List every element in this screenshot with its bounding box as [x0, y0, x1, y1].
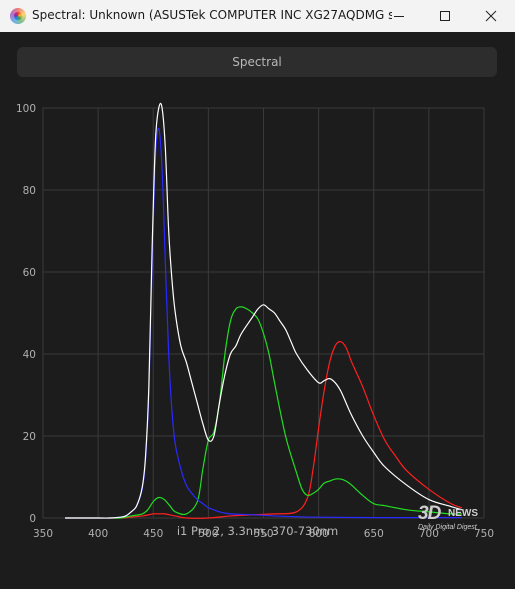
x-tick-label: 350: [33, 528, 53, 540]
green-spectrum-line: [65, 306, 462, 519]
red-spectrum-line: [65, 341, 463, 519]
maximize-button[interactable]: [422, 0, 468, 32]
minimize-icon: [394, 16, 404, 17]
y-tick-label: 60: [23, 267, 36, 279]
close-icon: [485, 10, 497, 22]
minimize-button[interactable]: [376, 0, 422, 32]
white-spectrum-line: [65, 102, 463, 519]
x-tick-label: 400: [88, 528, 108, 540]
spectral-label: Spectral: [232, 55, 282, 69]
spectral-mode-bar[interactable]: Spectral: [17, 47, 497, 77]
instrument-caption: i1 Pro 2, 3.3nm, 370-730nm: [176, 524, 339, 538]
x-tick-label: 650: [364, 528, 384, 540]
x-tick-label: 750: [474, 528, 494, 540]
x-tick-label: 700: [419, 528, 439, 540]
y-tick-label: 20: [23, 431, 36, 443]
title-bar: Spectral: Unknown (ASUSTek COMPUTER INC …: [0, 0, 515, 33]
x-tick-label: 450: [143, 528, 163, 540]
watermark-main: 3D: [418, 503, 441, 524]
watermark-news: NEWS: [448, 508, 478, 519]
y-tick-label: 80: [23, 185, 36, 197]
y-tick-label: 100: [16, 103, 36, 115]
maximize-icon: [440, 11, 450, 21]
watermark-sub: Daily Digital Digest: [418, 524, 477, 531]
window-title: Spectral: Unknown (ASUSTek COMPUTER INC …: [32, 8, 392, 22]
x-tick-label: 600: [309, 528, 329, 540]
x-tick-label: 550: [253, 528, 273, 540]
watermark-logo: 3D NEWS Daily Digital Digest: [418, 503, 498, 537]
app-icon: [10, 8, 26, 24]
close-button[interactable]: [468, 0, 514, 32]
y-tick-label: 0: [29, 513, 36, 525]
x-tick-label: 500: [198, 528, 218, 540]
y-tick-label: 40: [23, 349, 36, 361]
